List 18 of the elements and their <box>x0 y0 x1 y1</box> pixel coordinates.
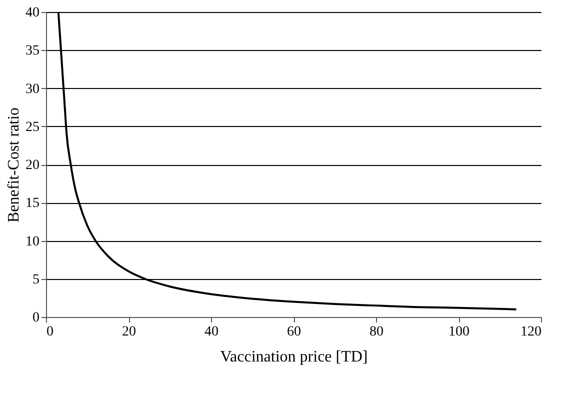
x-tick-label: 0 <box>46 324 54 340</box>
x-tick-label: 20 <box>122 324 136 340</box>
y-tick-label: 30 <box>26 82 40 97</box>
y-tick-label: 40 <box>26 6 40 20</box>
x-tick-label: 120 <box>520 324 542 340</box>
x-tick-label: 60 <box>287 324 301 340</box>
x-tick-label: 80 <box>370 324 384 340</box>
y-tick-label: 5 <box>32 272 40 288</box>
y-tick-label: 10 <box>26 234 40 250</box>
y-tick-label: 25 <box>26 120 40 135</box>
x-tick-label: 40 <box>204 324 218 340</box>
y-tick-label: 0 <box>32 310 40 326</box>
x-tick-label: 100 <box>448 324 470 340</box>
y-tick-label: 15 <box>26 196 40 212</box>
x-axis-title: Vaccination price [TD] <box>220 348 368 366</box>
y-axis-title: Benefit-Cost ratio <box>6 107 22 223</box>
y-tick-label: 35 <box>26 44 40 59</box>
y-tick-label: 20 <box>26 158 40 173</box>
